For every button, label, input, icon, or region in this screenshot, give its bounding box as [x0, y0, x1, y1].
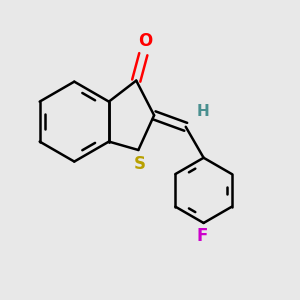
Text: H: H	[196, 104, 209, 119]
Text: O: O	[138, 32, 152, 50]
Text: F: F	[197, 227, 208, 245]
Text: S: S	[134, 155, 146, 173]
